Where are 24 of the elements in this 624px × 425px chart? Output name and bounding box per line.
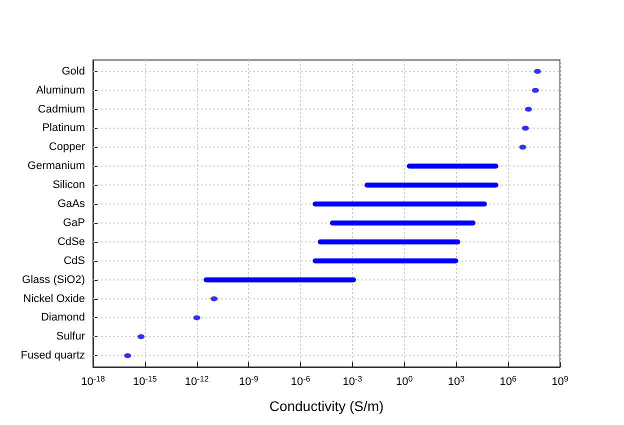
- y-tick-label: Silicon: [52, 179, 85, 192]
- y-tick-label: Sulfur: [56, 330, 86, 343]
- y-tick-label: Platinum: [42, 122, 85, 134]
- bar: [204, 277, 356, 282]
- y-tick-label: Diamond: [40, 312, 85, 324]
- y-tick-label: CdSe: [57, 236, 85, 248]
- y-tick-label: Glass (SiO2): [22, 274, 85, 286]
- bar: [318, 239, 460, 244]
- bar: [312, 258, 458, 264]
- bar: [330, 220, 476, 226]
- bar: [364, 182, 498, 188]
- y-tick-label: Fused quartz: [20, 350, 85, 362]
- y-tick-label: Cadmium: [38, 103, 85, 116]
- bar: [406, 164, 498, 169]
- y-tick-label: CdS: [64, 254, 85, 267]
- y-tick-label: GaAs: [57, 198, 86, 210]
- y-tick-label: Aluminum: [36, 84, 85, 96]
- y-tick-label: Gold: [62, 65, 85, 78]
- bar: [312, 202, 487, 207]
- y-tick-label: Copper: [48, 141, 86, 154]
- y-tick-label: Germanium: [28, 160, 85, 172]
- y-tick-label: Nickel Oxide: [23, 292, 85, 305]
- y-tick-label: GaP: [62, 216, 85, 229]
- x-axis-title: Conductivity (S/m): [269, 398, 384, 414]
